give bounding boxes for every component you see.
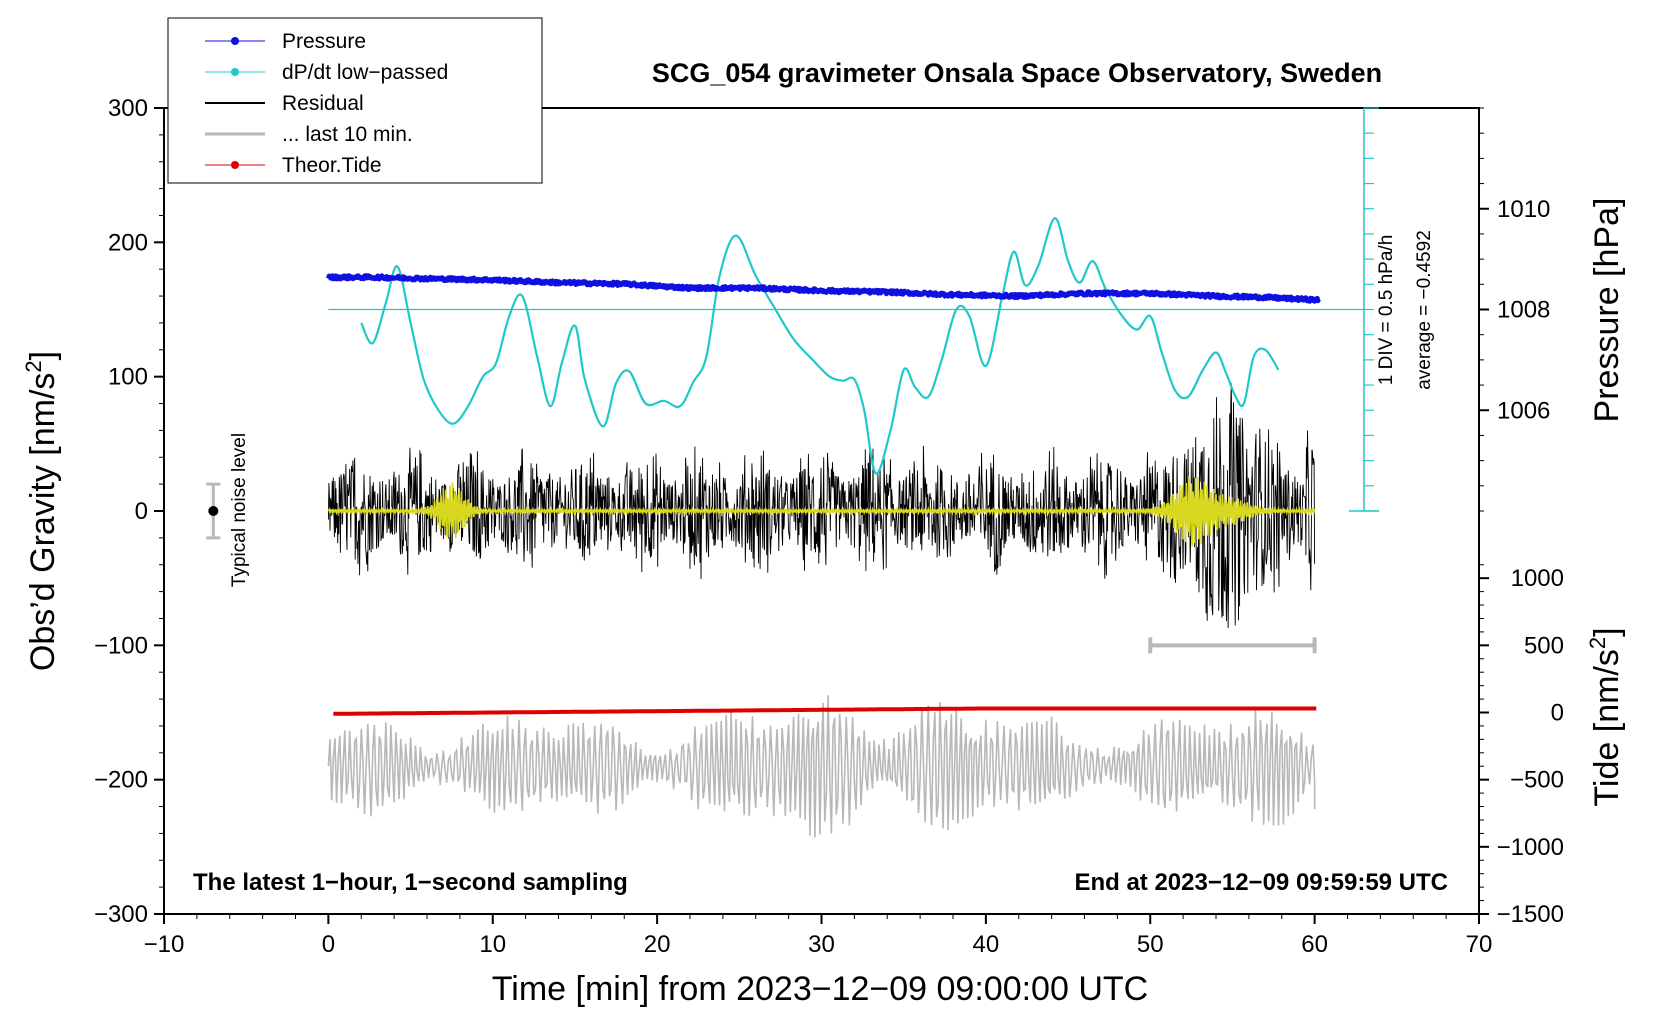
x-tick-label: −10 — [144, 931, 185, 958]
x-tick-label: 60 — [1301, 931, 1328, 958]
dpdt-average-label: average = −0.4592 — [1414, 230, 1435, 390]
x-tick-label: 30 — [808, 931, 835, 958]
legend-marker — [231, 161, 239, 169]
x-axis-ticks: −10 0 10 20 30 40 50 60 70 — [144, 914, 1493, 958]
x-tick-label: 20 — [644, 931, 671, 958]
y-tick-label: 300 — [108, 95, 148, 122]
tide-axis-ticks: 1000 500 0 −500 −1000 −1500 — [1479, 564, 1564, 928]
tide-tick-label: 0 — [1551, 700, 1564, 727]
legend-label: Pressure — [282, 30, 366, 53]
legend-label: Theor.Tide — [282, 154, 382, 177]
pressure-tick-label: 1010 — [1497, 196, 1550, 223]
dpdt-scale-label: 1 DIV = 0.5 hPa/h — [1376, 235, 1397, 386]
x-tick-label: 40 — [973, 931, 1000, 958]
chart-title: SCG_054 gravimeter Onsala Space Observat… — [652, 58, 1382, 88]
legend-marker — [231, 37, 239, 45]
x-tick-label: 0 — [322, 931, 335, 958]
legend-label: Residual — [282, 92, 364, 115]
y-tick-label: −300 — [94, 901, 148, 928]
yellow-filtered-line — [327, 476, 1316, 547]
tide-tick-label: 1000 — [1511, 565, 1564, 592]
noise-level-bar — [206, 482, 221, 540]
y-axis-ticks: 300 200 100 0 −100 −200 −300 — [94, 95, 164, 928]
y-tick-label: 100 — [108, 364, 148, 391]
noise-level-label: Typical noise level — [229, 433, 250, 587]
pressure-tick-label: 1006 — [1497, 397, 1550, 424]
x-axis-label: Time [min] from 2023−12−09 09:00:00 UTC — [492, 970, 1148, 1008]
dpdt-series — [328, 217, 1364, 475]
legend-label: dP/dt low−passed — [282, 61, 448, 84]
pressure-axis-ticks: 1010 1008 1006 — [1479, 107, 1550, 512]
last-10-min-window-bar — [1148, 637, 1317, 654]
x-tick-label: 10 — [479, 931, 506, 958]
dpdt-line — [360, 217, 1280, 475]
y-tick-label: −100 — [94, 632, 148, 659]
tide-axis-label: Tide [nm/s2] — [1585, 627, 1626, 806]
x-tick-label: 70 — [1466, 931, 1493, 958]
tide-tick-label: 500 — [1524, 632, 1564, 659]
theor-tide-line — [333, 706, 1317, 716]
dpdt-scale-bar — [1348, 107, 1379, 512]
legend-label: ... last 10 min. — [282, 123, 413, 146]
pressure-tick-label: 1008 — [1497, 297, 1550, 324]
y-axis-label: Obs’d Gravity [nm/s2] — [21, 351, 62, 671]
chart-legend: Pressure dP/dt low−passed Residual ... last… — [167, 17, 543, 184]
yellow-filtered-series — [327, 476, 1316, 547]
tide-tick-label: −500 — [1510, 767, 1564, 794]
noise-marker — [208, 506, 219, 516]
legend-marker — [231, 68, 239, 76]
y-tick-label: −200 — [94, 767, 148, 794]
sampling-annotation: The latest 1−hour, 1−second sampling — [193, 869, 628, 896]
y-tick-label: 200 — [108, 229, 148, 256]
pressure-line — [326, 273, 1322, 304]
y-tick-label: 0 — [135, 498, 148, 525]
legend-box — [167, 17, 543, 184]
last-10-min-line — [327, 695, 1316, 838]
pressure-series — [326, 273, 1322, 304]
tide-tick-label: −1500 — [1497, 901, 1564, 928]
theor-tide-series — [333, 706, 1317, 716]
pressure-axis-label: Pressure [hPa] — [1588, 198, 1626, 423]
end-time-annotation: End at 2023−12−09 09:59:59 UTC — [1074, 869, 1448, 896]
last-10-min-series — [327, 695, 1316, 838]
x-tick-label: 50 — [1137, 931, 1164, 958]
tide-tick-label: −1000 — [1497, 834, 1564, 861]
